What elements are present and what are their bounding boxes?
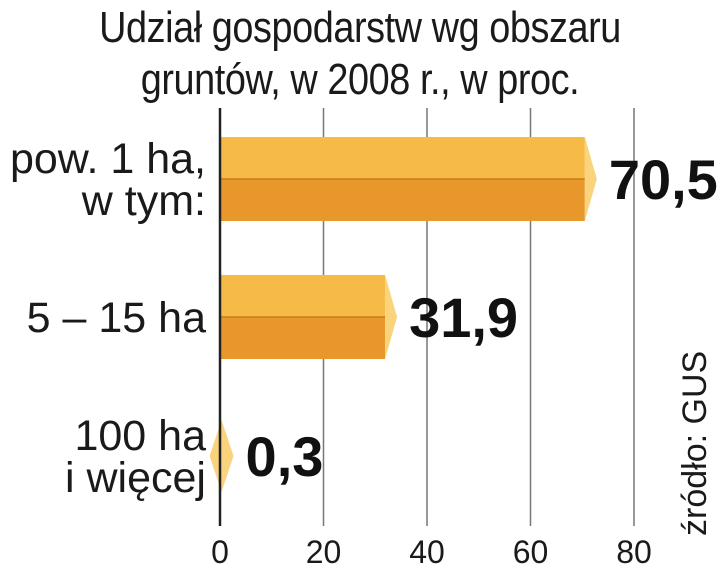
bar-bottom-face	[220, 179, 585, 221]
category-label: i więcej	[65, 454, 206, 502]
bar-bottom-face	[220, 317, 386, 359]
category-label: pow. 1 ha,	[10, 135, 206, 183]
x-tick-label: 0	[211, 534, 229, 566]
chart-title: Udział gospodarstw wg obszaru gruntów, w…	[50, 2, 669, 106]
chart-title-line-1: Udział gospodarstw wg obszaru	[99, 3, 621, 52]
bar-cap	[209, 420, 234, 492]
value-label: 0,3	[246, 425, 324, 488]
bar-top-face	[220, 275, 386, 317]
bars: 70,5 31,9 0,3	[209, 137, 718, 492]
bar-0: 70,5	[220, 137, 718, 221]
value-label: 70,5	[609, 148, 718, 211]
category-label: 5 – 15 ha	[27, 294, 206, 342]
bar-top-face	[220, 137, 585, 179]
category-label: 100 ha	[74, 412, 206, 460]
category-labels: pow. 1 ha,w tym: 5 – 15 ha 100 hai więcej	[10, 135, 206, 502]
category-label: w tym:	[81, 177, 206, 225]
x-tick-label: 60	[513, 534, 549, 566]
bar-2: 0,3	[209, 420, 324, 492]
x-tick-label: 20	[306, 534, 342, 566]
chart-title-line-2: gruntów, w 2008 r., w proc.	[140, 55, 580, 104]
x-tick-label: 80	[616, 534, 652, 566]
bar-cap	[385, 275, 398, 359]
bar-1: 31,9	[220, 275, 518, 359]
x-axis-ticks: 0 20 40 60 80	[211, 534, 652, 566]
x-tick-label: 40	[409, 534, 445, 566]
bar-cap	[584, 137, 597, 221]
source-label: źródło: GUS	[676, 351, 714, 536]
value-label: 31,9	[409, 286, 518, 349]
